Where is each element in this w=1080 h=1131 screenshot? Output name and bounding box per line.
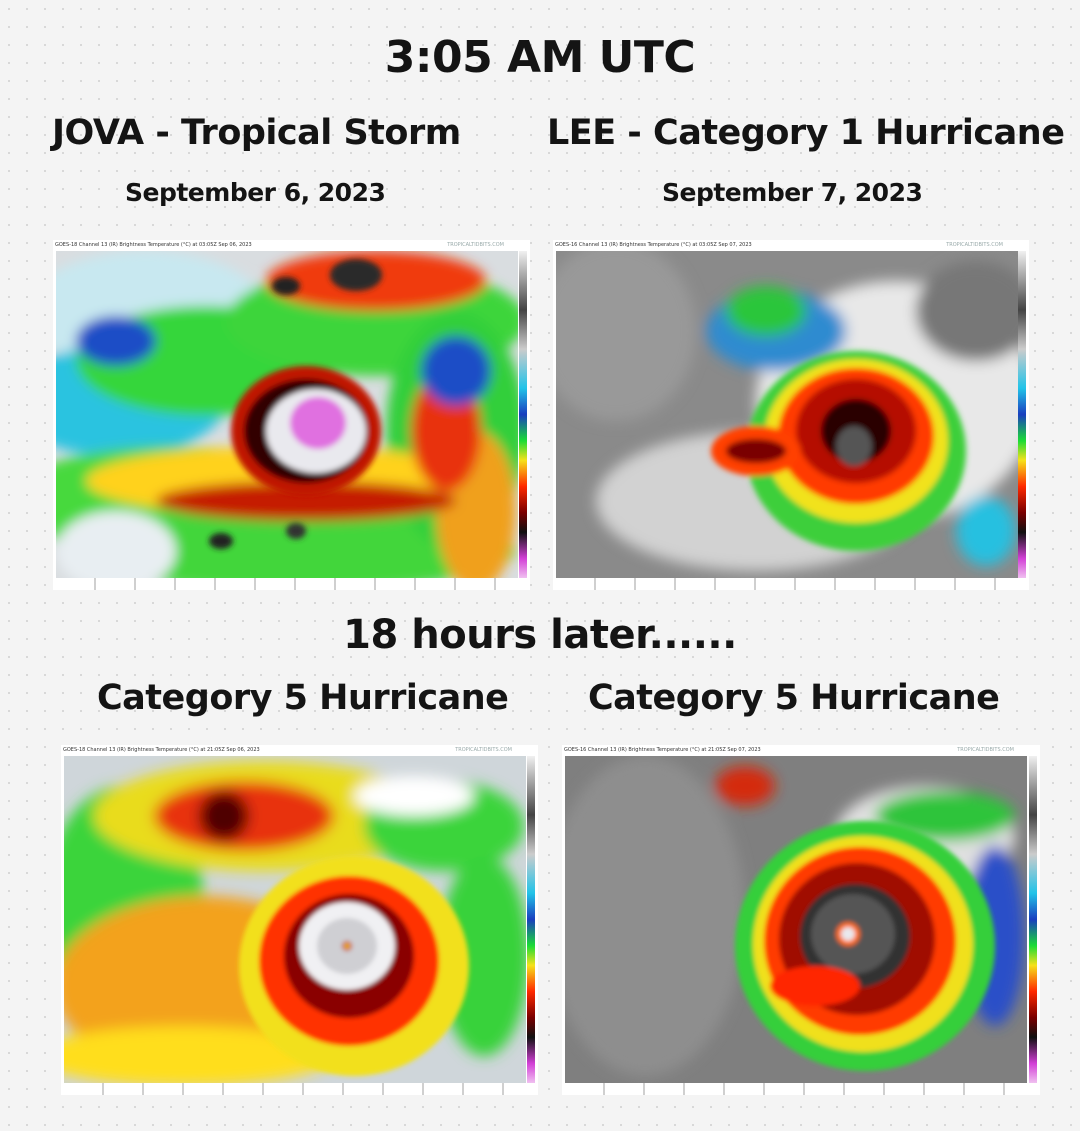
color-scale	[1029, 756, 1037, 1083]
jova-storm-title: JOVA - Tropical Storm	[52, 113, 461, 153]
lee-date: September 7, 2023	[662, 178, 923, 207]
lee-satellite-image-before: GOES-16 Channel 13 (IR) Brightness Tempe…	[553, 240, 1029, 590]
color-scale	[527, 756, 535, 1083]
longitude-axis	[56, 578, 518, 590]
lee-storm-title: LEE - Category 1 Hurricane	[547, 113, 1065, 153]
color-scale	[519, 251, 527, 578]
image-caption: GOES-18 Channel 13 (IR) Brightness Tempe…	[63, 747, 512, 753]
jova-date: September 6, 2023	[125, 178, 386, 207]
jova-satellite-image-before: GOES-18 Channel 13 (IR) Brightness Tempe…	[53, 240, 530, 590]
longitude-axis	[556, 578, 1018, 590]
color-scale	[1018, 251, 1026, 578]
lee-after-status: Category 5 Hurricane	[588, 678, 1000, 718]
image-caption: GOES-18 Channel 13 (IR) Brightness Tempe…	[55, 242, 504, 248]
image-caption: GOES-16 Channel 13 (IR) Brightness Tempe…	[555, 242, 1003, 248]
jova-satellite-image-after: GOES-18 Channel 13 (IR) Brightness Tempe…	[61, 745, 538, 1095]
transition-text: 18 hours later......	[343, 612, 737, 658]
image-caption: GOES-16 Channel 13 (IR) Brightness Tempe…	[564, 747, 1014, 753]
lee-satellite-image-after: GOES-16 Channel 13 (IR) Brightness Tempe…	[562, 745, 1040, 1095]
longitude-axis	[64, 1083, 526, 1095]
time-title: 3:05 AM UTC	[384, 32, 696, 83]
jova-after-status: Category 5 Hurricane	[97, 678, 509, 718]
longitude-axis	[565, 1083, 1027, 1095]
